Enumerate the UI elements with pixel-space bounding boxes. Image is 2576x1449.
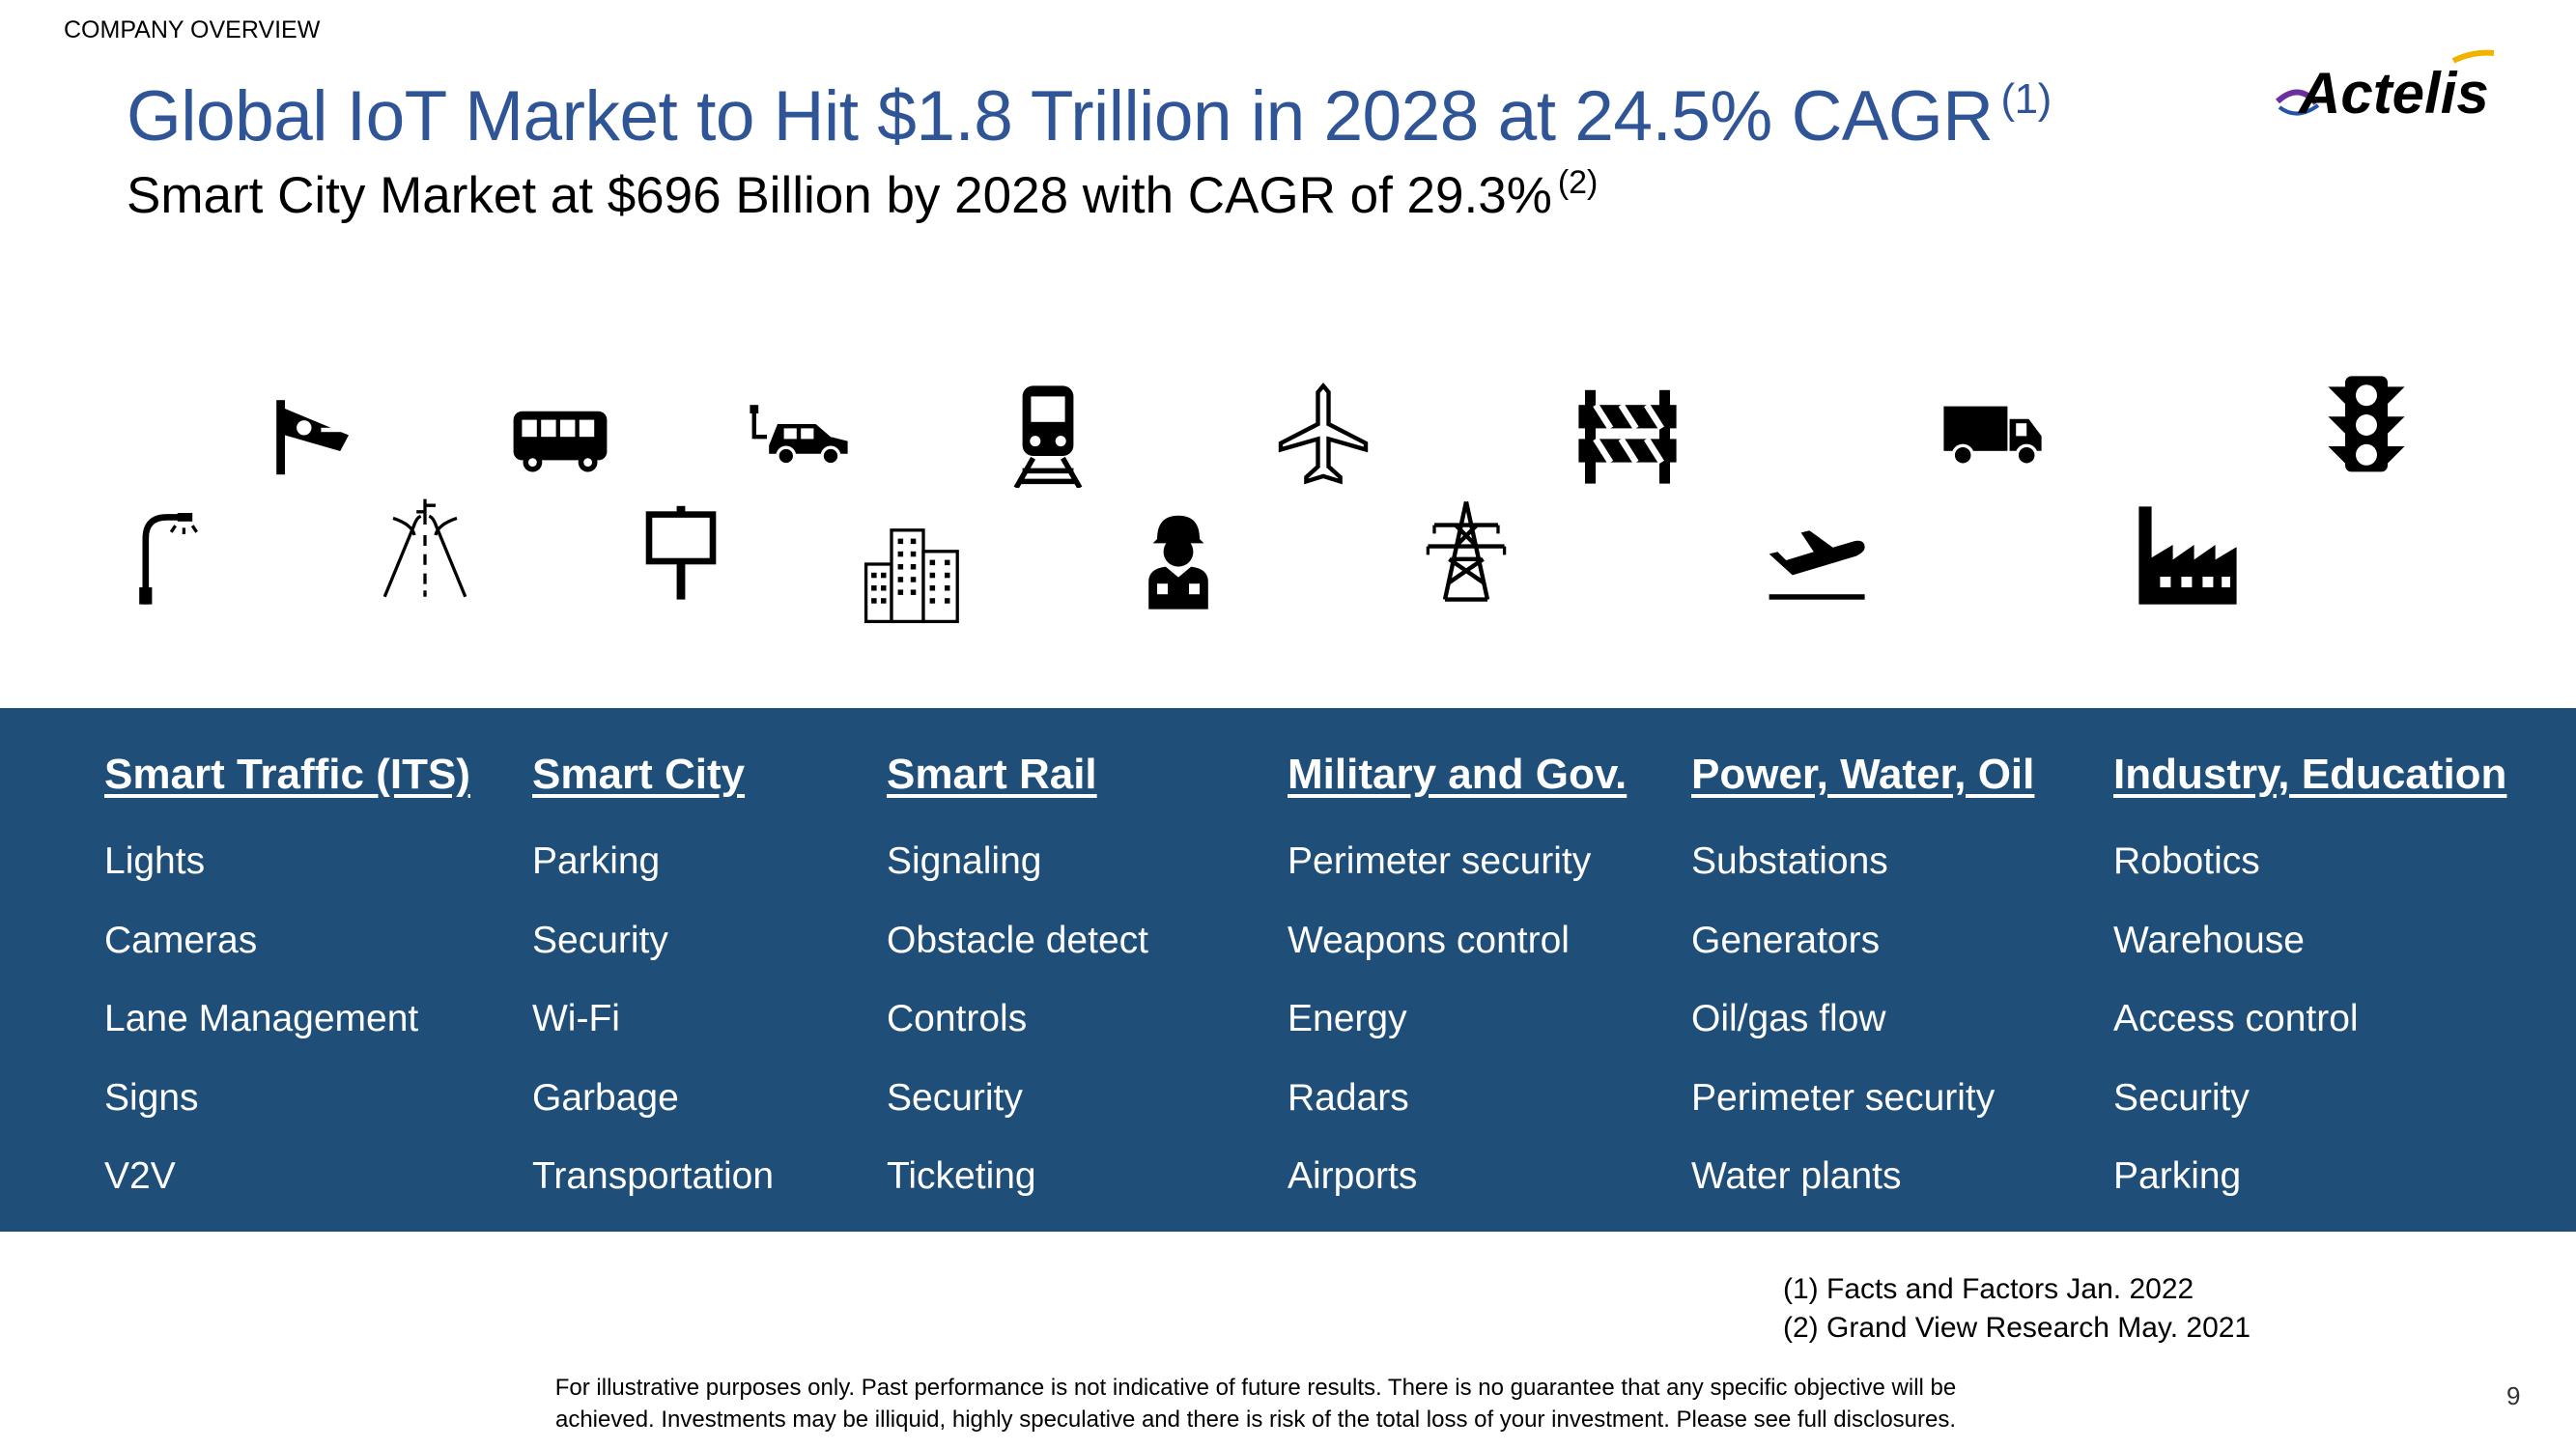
plane-takeoff-icon [1763, 507, 1869, 613]
list-item: Signs [104, 1076, 199, 1119]
list-item: Weapons control [1288, 919, 1570, 961]
street-light-icon [116, 502, 222, 609]
list-item: Perimeter security [1691, 1076, 1996, 1119]
subtitle-text: Smart City Market at $696 Billion by 202… [127, 167, 1552, 224]
column-heading: Industry, Education [2113, 751, 2507, 798]
list-item: V2V [104, 1155, 176, 1197]
list-item: Lights [104, 840, 206, 882]
surveillance-camera-icon [253, 377, 359, 483]
list-item: Warehouse [2113, 919, 2305, 961]
list-item: Wi-Fi [532, 998, 620, 1039]
list-item: Lane Management [104, 998, 419, 1039]
list-item: Oil/gas flow [1691, 998, 1886, 1039]
list-item: Transportation [532, 1155, 775, 1197]
list-item: Radars [1288, 1076, 1409, 1119]
list-item: Security [2113, 1076, 2250, 1119]
footnote-2: (2) Grand View Research May. 2021 [1783, 1312, 2251, 1344]
column-smart-city: Smart City Parking Security Wi-Fi Garbag… [532, 751, 774, 1216]
road-barrier-icon [1574, 382, 1681, 488]
road-icon [372, 493, 478, 599]
footnote-1: (1) Facts and Factors Jan. 2022 [1783, 1273, 2194, 1305]
footnotes: (1) Facts and Factors Jan. 2022 (2) Gran… [1783, 1270, 2250, 1348]
column-heading: Smart City [532, 751, 746, 798]
column-heading: Power, Water, Oil [1691, 751, 2035, 798]
list-item: Controls [887, 998, 1028, 1039]
page-number: 9 [2506, 1381, 2521, 1410]
power-tower-icon [1413, 497, 1519, 604]
list-item: Cameras [104, 919, 258, 961]
list-item: Robotics [2113, 840, 2260, 882]
airplane-icon [1270, 382, 1376, 488]
page-title: Global IoT Market to Hit $1.8 Trillion i… [127, 75, 2052, 156]
truck-icon [1939, 379, 2046, 485]
bus-icon [507, 382, 613, 488]
column-industry-education: Industry, Education Robotics Warehouse A… [2113, 751, 2506, 1216]
title-text: Global IoT Market to Hit $1.8 Trillion i… [127, 77, 1994, 156]
list-item: Signaling [887, 840, 1042, 882]
soldier-icon [1125, 507, 1231, 613]
logo-text: Actelis [2297, 61, 2489, 126]
column-power-water-oil: Power, Water, Oil Substations Generators… [1691, 751, 2034, 1216]
column-heading: Smart Traffic (ITS) [104, 751, 470, 798]
list-item: Water plants [1691, 1155, 1902, 1197]
segments-band [0, 708, 2576, 1232]
column-heading: Military and Gov. [1288, 751, 1628, 798]
title-footnote-ref: (1) [2000, 75, 2052, 123]
train-icon [995, 382, 1101, 490]
list-item: Ticketing [887, 1155, 1036, 1197]
list-item: Access control [2113, 998, 2359, 1039]
list-item: Security [887, 1076, 1023, 1119]
column-smart-rail: Smart Rail Signaling Obstacle detect Con… [887, 751, 1148, 1216]
subtitle-footnote-ref: (2) [1557, 164, 1599, 201]
page-subtitle: Smart City Market at $696 Billion by 202… [127, 164, 1598, 225]
signpost-icon [628, 497, 734, 604]
actelis-logo: Actelis [2270, 43, 2506, 130]
factory-icon [2135, 502, 2241, 609]
section-label: COMPANY OVERVIEW [64, 16, 321, 43]
list-item: Airports [1288, 1155, 1418, 1197]
column-heading: Smart Rail [887, 751, 1097, 798]
list-item: Perimeter security [1288, 840, 1592, 882]
list-item: Parking [2113, 1155, 2242, 1197]
column-smart-traffic: Smart Traffic (ITS) Lights Cameras Lane … [104, 751, 470, 1216]
list-item: Security [532, 919, 668, 961]
list-item: Obstacle detect [887, 919, 1148, 961]
list-item: Parking [532, 840, 661, 882]
disclaimer: For illustrative purposes only. Past per… [554, 1375, 1957, 1433]
city-buildings-icon [860, 522, 966, 628]
list-item: Substations [1691, 840, 1888, 882]
column-military-gov: Military and Gov. Perimeter security Wea… [1288, 751, 1627, 1216]
list-item: Garbage [532, 1076, 679, 1119]
list-item: Generators [1691, 919, 1881, 961]
electric-car-icon [746, 382, 852, 488]
traffic-light-icon [2313, 372, 2420, 478]
list-item: Energy [1288, 998, 1407, 1039]
